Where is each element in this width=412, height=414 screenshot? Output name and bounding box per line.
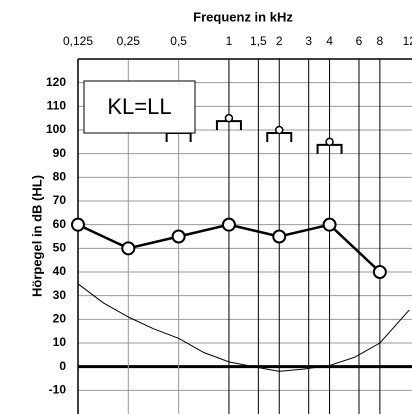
bone-marker-dot (224, 113, 234, 123)
y-tick-label: 120 (46, 75, 66, 89)
y-tick-label: 50 (53, 241, 67, 255)
y-tick-label: 110 (47, 99, 67, 113)
reference-curve (77, 283, 410, 372)
annotation: KL=LL (107, 94, 171, 119)
x-tick-label: 1,5 (250, 34, 267, 48)
bone-marker-dot (325, 137, 334, 147)
air-marker (372, 265, 387, 279)
x-tick-label: 2 (276, 34, 283, 48)
x-tick-label: 6 (356, 34, 363, 48)
y-tick-label: 30 (53, 288, 67, 302)
x-tick-label: 12 (403, 34, 412, 48)
y-tick-label: 10 (53, 335, 67, 349)
chart-title: Frequenz in kHz (193, 9, 293, 24)
y-tick-label: 60 (53, 217, 67, 231)
air-marker (221, 217, 236, 232)
x-tick-label: 0,25 (117, 34, 141, 48)
y-axis-label: Hörpegel in dB (HL) (29, 175, 44, 297)
y-tick-label: 100 (46, 122, 66, 136)
annotation-box (83, 80, 196, 134)
y-tick-label: 0 (59, 359, 66, 373)
air-marker (322, 217, 337, 232)
x-tick-label: 8 (377, 34, 384, 48)
x-tick-label: 0,125 (63, 34, 93, 48)
air-marker (71, 217, 85, 232)
y-tick-label: -10 (49, 383, 67, 397)
y-tick-label: 40 (53, 264, 67, 278)
bone-marker-dot (274, 125, 284, 135)
y-tick-label: 20 (53, 312, 67, 326)
x-tick-label: 1 (226, 34, 233, 48)
air-marker (121, 241, 136, 256)
x-tick-label: 4 (326, 34, 333, 48)
air-marker (272, 229, 287, 244)
y-tick-label: 80 (53, 170, 67, 184)
air-marker (171, 229, 186, 244)
y-tick-label: 70 (53, 193, 67, 207)
x-tick-label: 3 (305, 34, 312, 48)
y-tick-label: 90 (53, 146, 67, 160)
x-tick-label: 0,5 (170, 34, 187, 48)
